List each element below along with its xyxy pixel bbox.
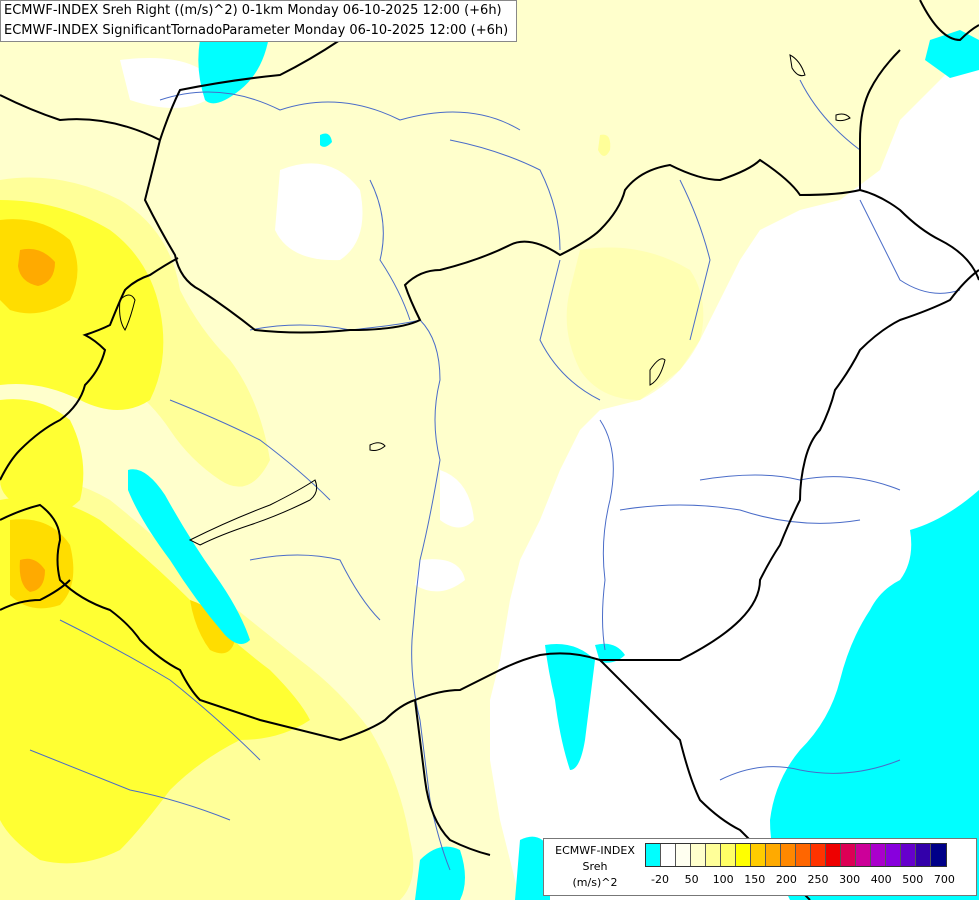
legend-swatch xyxy=(826,844,841,866)
legend-swatch xyxy=(886,844,901,866)
legend-swatch xyxy=(916,844,931,866)
legend-swatch xyxy=(796,844,811,866)
legend-swatch xyxy=(721,844,736,866)
legend-tick-label: 250 xyxy=(807,873,829,886)
title-line-2: ECMWF-INDEX SignificantTornadoParameter … xyxy=(4,23,509,38)
legend-tick-label: 400 xyxy=(870,873,892,886)
legend-swatch xyxy=(646,844,661,866)
legend-swatch xyxy=(766,844,781,866)
legend-tick-labels: -20 50 100 150 200 250 300 400 500 700 xyxy=(644,873,978,889)
legend-swatch xyxy=(676,844,691,866)
legend-swatch xyxy=(706,844,721,866)
legend-swatch xyxy=(901,844,916,866)
legend-swatch xyxy=(856,844,871,866)
legend-tick-label: 300 xyxy=(839,873,861,886)
legend-title-line-1: ECMWF-INDEX xyxy=(555,844,635,857)
color-legend: ECMWF-INDEX Sreh (m/s)^2 -20 50 100 150 200 2… xyxy=(543,838,977,896)
legend-swatch xyxy=(736,844,751,866)
legend-tick-label: 200 xyxy=(775,873,797,886)
legend-swatch xyxy=(931,844,946,866)
legend-swatch xyxy=(871,844,886,866)
legend-title-line-3: (m/s)^2 xyxy=(572,876,618,889)
title-line-1: ECMWF-INDEX Sreh Right ((m/s)^2) 0-1km M… xyxy=(4,3,502,18)
legend-swatch xyxy=(661,844,676,866)
rivers xyxy=(29,79,961,871)
legend-tick-label: 150 xyxy=(744,873,766,886)
legend-swatch xyxy=(781,844,796,866)
field-yellow xyxy=(0,200,310,864)
legend-tick-label: 500 xyxy=(902,873,924,886)
legend-tick-label: -20 xyxy=(651,873,669,886)
legend-tick-label: 700 xyxy=(933,873,955,886)
legend-title: ECMWF-INDEX Sreh (m/s)^2 xyxy=(550,843,640,891)
field-orange xyxy=(18,248,55,592)
map-title-box: ECMWF-INDEX Sreh Right ((m/s)^2) 0-1km M… xyxy=(0,0,517,42)
legend-swatch xyxy=(841,844,856,866)
legend-title-line-2: Sreh xyxy=(582,860,608,873)
legend-swatch xyxy=(691,844,706,866)
legend-swatch xyxy=(811,844,826,866)
legend-swatch xyxy=(751,844,766,866)
legend-tick-label: 100 xyxy=(712,873,734,886)
legend-swatches xyxy=(645,843,947,867)
field-white-patches xyxy=(120,58,474,592)
lakes xyxy=(119,54,851,546)
legend-tick-label: 50 xyxy=(684,873,699,886)
field-cyan xyxy=(128,26,979,900)
